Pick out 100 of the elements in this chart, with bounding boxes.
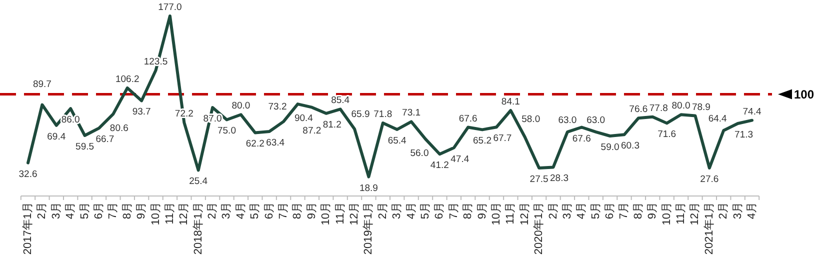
data-label: 87.2	[302, 125, 322, 136]
data-label: 73.1	[402, 108, 421, 119]
x-tick-label: 11月	[334, 202, 346, 224]
x-tick-label: 10月	[660, 202, 673, 226]
x-tick-label: 4月	[234, 202, 247, 220]
data-label: 77.8	[649, 102, 668, 114]
data-label: 81.2	[322, 119, 342, 130]
data-label: 73.2	[268, 102, 287, 113]
data-label: 74.4	[742, 106, 762, 118]
data-label: 78.9	[692, 102, 710, 113]
data-label: 60.3	[620, 140, 640, 152]
data-label: 71.6	[658, 129, 676, 140]
data-label: 41.2	[430, 160, 449, 172]
x-tick-label: 2月	[718, 202, 730, 220]
x-tick-label: 4月	[576, 202, 588, 220]
x-tick-label: 8月	[462, 202, 474, 220]
x-tick-label: 12月	[348, 202, 361, 226]
data-label: 25.4	[189, 176, 208, 188]
data-label: 106.2	[115, 74, 140, 85]
x-tick-label: 2017年1月	[22, 202, 34, 255]
x-tick-label: 6月	[263, 202, 276, 220]
x-tick-label: 12月	[178, 202, 190, 226]
ref-line-label: 100	[794, 87, 814, 102]
x-tick-label: 2021年1月	[703, 202, 716, 255]
x-tick-label: 3月	[561, 202, 574, 220]
x-tick-label: 5月	[249, 202, 262, 220]
data-label: 80.0	[672, 100, 690, 112]
x-tick-label: 6月	[604, 202, 616, 220]
x-tick-label: 9月	[306, 202, 318, 220]
data-label: 63.0	[586, 114, 606, 126]
x-tick-label: 7月	[278, 202, 290, 220]
x-tick-label: 10月	[490, 202, 502, 226]
data-label: 63.0	[558, 114, 577, 126]
x-tick-label: 4月	[64, 202, 77, 220]
x-tick-label: 5月	[590, 202, 602, 220]
x-tick-label: 5月	[419, 202, 432, 220]
x-tick-label: 2月	[36, 202, 48, 220]
x-tick-label: 7月	[107, 202, 120, 220]
x-tick-label: 6月	[92, 202, 105, 220]
data-label: 47.4	[450, 154, 470, 165]
data-label: 58.0	[522, 114, 540, 126]
x-tick-label: 4月	[746, 202, 758, 220]
data-label: 18.9	[359, 182, 378, 194]
x-tick-label: 9月	[136, 202, 148, 220]
data-label: 65.4	[388, 135, 406, 146]
x-tick-label: 11月	[504, 202, 517, 224]
data-label: 93.7	[132, 106, 151, 118]
x-tick-label: 3月	[50, 202, 62, 220]
data-label: 90.4	[294, 113, 313, 124]
data-label: 85.4	[331, 95, 350, 106]
data-label: 89.7	[32, 78, 52, 90]
data-label: 67.6	[458, 113, 478, 124]
x-tick-label: 2月	[376, 202, 389, 220]
data-label: 76.6	[629, 104, 648, 116]
x-tick-label: 9月	[476, 202, 488, 220]
data-label: 80.6	[110, 123, 128, 134]
x-tick-label: 3月	[220, 202, 233, 220]
data-label: 80.0	[232, 100, 250, 112]
data-label: 27.5	[530, 174, 548, 186]
data-label: 66.7	[96, 134, 114, 146]
data-label: 64.4	[708, 114, 727, 125]
data-label: 63.4	[266, 138, 285, 149]
x-tick-label: 11月	[675, 202, 688, 224]
x-tick-label: 8月	[632, 202, 644, 220]
x-tick-label: 2018年1月	[192, 202, 204, 255]
x-tick-label: 2020年1月	[533, 202, 546, 255]
data-label: 56.0	[410, 148, 429, 160]
x-tick-label: 10月	[150, 202, 162, 226]
data-label: 59.0	[600, 142, 620, 153]
data-label: 67.7	[493, 133, 512, 144]
x-tick-label: 5月	[78, 202, 91, 220]
data-label: 177.0	[158, 2, 182, 13]
x-tick-label: 4月	[405, 202, 418, 220]
x-tick-label: 7月	[618, 202, 630, 220]
x-tick-label: 7月	[448, 202, 460, 220]
data-label: 28.3	[550, 173, 569, 184]
data-label: 84.1	[501, 96, 520, 108]
x-tick-label: 8月	[292, 202, 304, 220]
data-label: 32.6	[18, 168, 38, 180]
x-tick-label: 12月	[518, 202, 531, 226]
data-label: 27.6	[700, 174, 719, 185]
x-tick-label: 12月	[689, 202, 702, 226]
data-label: 71.3	[734, 129, 754, 140]
data-label: 67.6	[572, 133, 591, 144]
data-label: 65.2	[473, 136, 492, 147]
x-tick-label: 11月	[164, 202, 176, 224]
x-tick-label: 3月	[391, 202, 404, 220]
data-label: 75.0	[217, 126, 236, 137]
data-label: 62.2	[246, 138, 264, 150]
x-tick-label: 8月	[121, 202, 134, 220]
x-tick-label: 2月	[206, 202, 219, 220]
x-tick-label: 6月	[434, 202, 446, 220]
data-label: 69.4	[47, 131, 66, 142]
x-tick-label: 3月	[732, 202, 744, 220]
x-tick-label: 10月	[320, 202, 332, 226]
x-tick-label: 2019年1月	[362, 202, 375, 255]
data-label: 65.9	[351, 108, 370, 120]
data-label: 59.5	[76, 141, 94, 152]
x-tick-label: 9月	[646, 202, 659, 220]
x-tick-label: 2月	[547, 202, 560, 220]
